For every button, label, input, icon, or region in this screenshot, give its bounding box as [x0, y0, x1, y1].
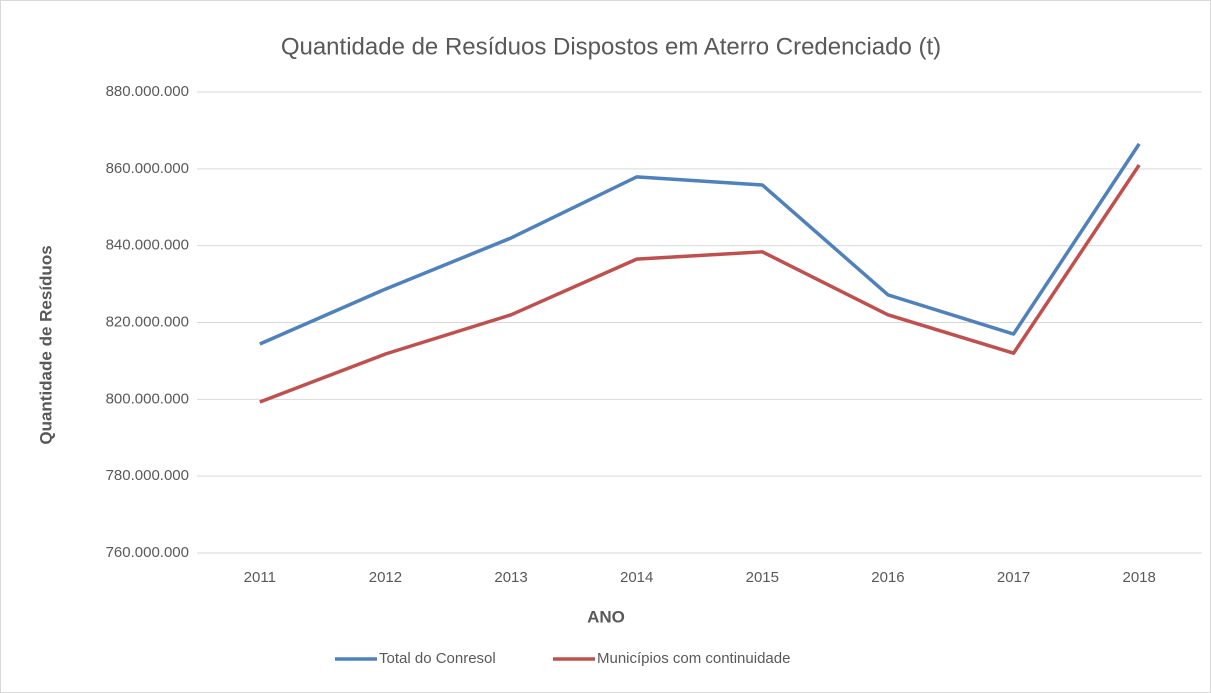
y-tick-label: 780.000.000: [106, 467, 189, 484]
y-tick-label: 840.000.000: [106, 237, 189, 254]
x-tick-label: 2013: [494, 569, 527, 586]
legend-label: Municípios com continuidade: [597, 650, 790, 667]
x-tick-label: 2015: [746, 569, 779, 586]
y-axis-label: Quantidade de Resíduos: [36, 245, 55, 444]
x-tick-label: 2016: [871, 569, 904, 586]
y-tick-label: 860.000.000: [106, 160, 189, 177]
x-tick-label: 2014: [620, 569, 653, 586]
legend-label: Total do Conresol: [379, 650, 496, 667]
y-tick-label: 800.000.000: [106, 390, 189, 407]
y-tick-label: 880.000.000: [106, 83, 189, 100]
chart-title: Quantidade de Resíduos Dispostos em Ater…: [281, 33, 941, 60]
x-tick-label: 2018: [1123, 569, 1156, 586]
x-tick-label: 2011: [244, 569, 276, 586]
y-tick-label: 760.000.000: [106, 544, 189, 561]
series-line: [259, 142, 1141, 346]
y-tick-label: 820.000.000: [106, 313, 189, 330]
x-tick-label: 2017: [997, 569, 1030, 586]
x-tick-label: 2012: [369, 569, 402, 586]
series-line: [259, 164, 1141, 404]
x-axis-label: ANO: [587, 607, 625, 626]
